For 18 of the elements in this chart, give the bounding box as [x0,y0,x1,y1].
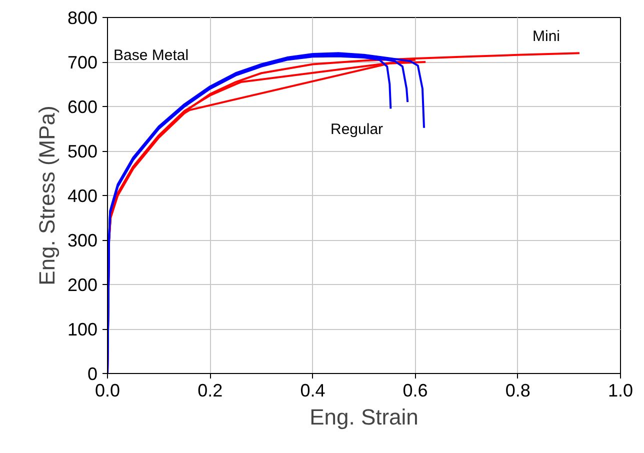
x-axis-title: Eng. Strain [310,404,418,430]
annotation: Base Metal [114,47,189,64]
y-tick-label: 700 [67,52,98,72]
y-tick-label: 400 [67,186,98,206]
y-tick-label: 600 [67,97,98,117]
y-tick-label: 200 [67,275,98,295]
x-tick-label: 0.4 [300,380,326,400]
y-tick-label: 800 [67,8,98,28]
y-tick-label: 300 [67,230,98,250]
x-tick-label: 0.8 [505,380,530,400]
annotation: Regular [330,121,384,138]
x-tick-label: 1.0 [608,380,634,400]
y-tick-label: 500 [67,142,98,162]
y-tick-label: 100 [67,320,98,340]
x-tick-label: 0.2 [198,380,223,400]
annotation: Mini [532,28,560,45]
x-tick-label: 0.6 [402,380,428,400]
y-axis-title: Eng. Stress (MPa) [34,106,60,286]
